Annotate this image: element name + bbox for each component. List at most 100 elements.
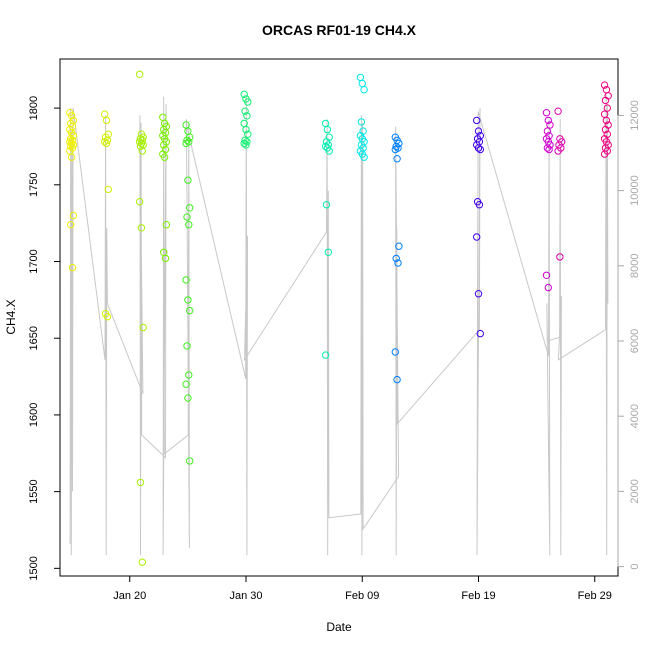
data-point — [243, 112, 251, 120]
data-point — [138, 147, 147, 155]
data-point — [160, 141, 168, 149]
data-point — [544, 283, 552, 292]
data-point — [136, 135, 145, 143]
data-point — [162, 221, 171, 229]
data-point — [321, 119, 330, 128]
flight-series — [159, 113, 171, 263]
y2-tick-label: 8000 — [629, 254, 641, 278]
data-point — [395, 242, 403, 250]
data-point — [242, 125, 250, 134]
flight-series — [66, 109, 78, 272]
data-point — [542, 271, 551, 279]
data-point — [69, 211, 78, 220]
flight-series — [391, 133, 403, 384]
x-tick-label: Jan 20 — [113, 590, 146, 602]
data-point — [138, 558, 147, 566]
data-point — [391, 145, 399, 154]
y2-tick-label: 0 — [629, 564, 641, 570]
data-point — [139, 323, 147, 332]
data-point — [67, 153, 76, 161]
data-point — [103, 313, 112, 321]
y-axis-left: 1500 1550 1600 1650 1700 1750 1800 — [28, 96, 61, 581]
data-point — [67, 221, 75, 229]
y-tick-label: 1750 — [28, 173, 40, 197]
data-point — [358, 79, 366, 88]
y-tick-label: 1550 — [28, 479, 40, 503]
flight-series — [321, 119, 333, 359]
data-point — [544, 116, 552, 125]
data-point — [556, 253, 564, 261]
y-tick-label: 1600 — [28, 403, 40, 427]
data-point — [601, 125, 610, 134]
flight-series — [542, 109, 554, 292]
y-axis-label: CH4.X — [4, 299, 18, 334]
data-point — [394, 259, 402, 267]
data-point — [474, 144, 483, 152]
data-point — [240, 90, 248, 99]
data-point — [182, 276, 190, 284]
data-point — [473, 233, 481, 241]
data-point — [67, 135, 75, 143]
x-axis: Jan 20 Jan 30 Feb 09 Feb 19 Feb 29 — [113, 575, 612, 602]
y-tick-label: 1650 — [28, 326, 40, 350]
data-point — [543, 144, 552, 152]
data-point — [184, 394, 192, 402]
data-point — [241, 107, 249, 115]
altitude-trace-line — [69, 92, 609, 556]
data-point — [67, 112, 76, 120]
data-point — [137, 224, 146, 232]
y2-tick-label: 6000 — [629, 329, 641, 353]
flight-series — [356, 73, 368, 161]
data-point — [183, 136, 191, 145]
data-point — [244, 98, 252, 106]
data-point — [322, 201, 331, 209]
x-tick-label: Feb 19 — [461, 590, 495, 602]
data-point — [475, 201, 484, 209]
data-point — [67, 142, 75, 151]
data-point — [101, 138, 109, 146]
flight-series — [135, 70, 147, 566]
data-point — [186, 204, 194, 212]
data-point — [603, 104, 611, 112]
data-point — [602, 116, 611, 125]
data-point — [393, 375, 401, 384]
data-point — [185, 371, 193, 379]
data-point — [474, 290, 483, 298]
data-point — [600, 81, 609, 89]
altitude-trace-layer — [69, 92, 609, 556]
data-point — [476, 145, 484, 154]
x-tick-label: Feb 29 — [578, 590, 612, 602]
data-point — [601, 96, 610, 105]
data-point — [542, 109, 551, 117]
data-point — [600, 150, 609, 158]
data-point — [393, 155, 401, 163]
data-point — [545, 145, 553, 154]
data-point — [184, 296, 192, 304]
flight-series — [600, 81, 612, 158]
y2-tick-label: 2000 — [629, 479, 641, 503]
y2-tick-label: 10000 — [629, 175, 641, 206]
data-point — [323, 125, 332, 134]
flight-series — [554, 107, 566, 261]
data-point — [356, 73, 365, 82]
chart-title: ORCAS RF01-19 CH4.X — [262, 22, 417, 38]
data-point — [136, 142, 145, 151]
data-point — [102, 116, 111, 125]
data-point — [182, 139, 190, 148]
flight-series — [473, 116, 484, 338]
flight-series — [101, 110, 113, 321]
data-point — [186, 306, 194, 315]
data-point — [182, 380, 190, 388]
data-point — [137, 139, 146, 148]
data-point — [357, 118, 366, 126]
data-point — [102, 139, 111, 148]
data-point — [136, 478, 145, 487]
data-point — [476, 329, 484, 338]
data-point — [101, 110, 109, 118]
flight-series — [240, 90, 252, 149]
data-point — [159, 113, 167, 122]
ch4-points-layer — [66, 70, 612, 566]
data-point — [186, 457, 194, 465]
data-point — [161, 254, 170, 263]
